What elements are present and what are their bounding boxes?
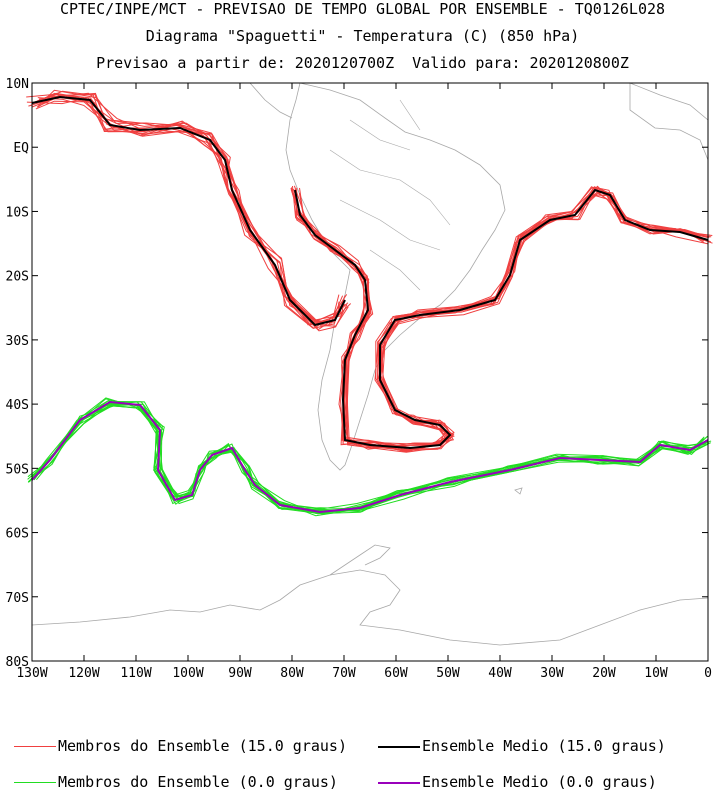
mean-15-line [294,188,709,450]
lon-label: 10W [644,666,668,681]
title-line-1: CPTEC/INPE/MCT - PREVISAO DE TEMPO GLOBA… [59,0,666,18]
legend-swatch [14,782,56,783]
lon-label: 100W [172,666,203,681]
lat-label: 50S [6,462,29,477]
lon-label: 90W [228,666,252,681]
member-0-line [35,405,709,511]
map-frame [31,82,709,662]
lat-label: 40S [6,398,29,413]
title-line-3: Previsao a partir de: 2020120700Z Valido… [96,54,629,72]
lat-label: 10S [6,205,29,220]
lat-label: 30S [6,334,29,349]
title-line-2: Diagrama "Spaguetti" - Temperatura (C) (… [145,27,580,45]
contour-lines-layer [26,89,713,517]
member-0-line [32,405,705,514]
member-15-line [293,185,707,449]
mean-15-line [31,95,346,327]
legend-label: Ensemble Medio (0.0 graus) [422,773,657,791]
member-15-line [34,93,340,324]
legend-label: Membros do Ensemble (15.0 graus) [58,737,347,755]
member-0-line [31,400,712,510]
lat-label: 70S [6,591,29,606]
member-0-line [30,401,711,515]
lon-label: 60W [384,666,408,681]
country-borders [329,99,451,291]
lon-label: 40W [488,666,512,681]
lon-label: 120W [68,666,99,681]
member-15-line [31,92,342,324]
lon-label: 110W [120,666,151,681]
lon-label: 80W [280,666,304,681]
lat-label: 10N [6,77,29,92]
south-georgia [514,487,523,495]
member-15-line [292,193,709,446]
legend-swatch [14,746,56,747]
member-0-line [32,402,707,515]
lon-label: 130W [16,666,47,681]
map-border [31,82,709,662]
legend-label: Ensemble Medio (15.0 graus) [422,737,666,755]
antarctica-coast [31,569,709,646]
lon-label: 30W [540,666,564,681]
lon-label: 50W [436,666,460,681]
mean-0-line [31,400,709,514]
lat-label: 20S [6,270,29,285]
legend-label: Membros do Ensemble (0.0 graus) [58,773,338,791]
legend-swatch [378,782,420,784]
antarctic-peninsula-coast [329,544,391,576]
africa-coast [629,82,709,161]
lon-label: 0 [704,666,712,681]
lat-label: 80S [6,655,29,670]
legend-swatch [378,746,420,748]
lon-label: 70W [332,666,356,681]
member-0-line [32,398,705,510]
lat-label: 60S [6,527,29,542]
coastline-layer [31,82,709,646]
central-america-coast [249,82,293,119]
member-15-line [38,92,341,329]
lon-label: 20W [592,666,616,681]
lat-label: EQ [13,141,29,156]
member-15-line [294,185,706,449]
